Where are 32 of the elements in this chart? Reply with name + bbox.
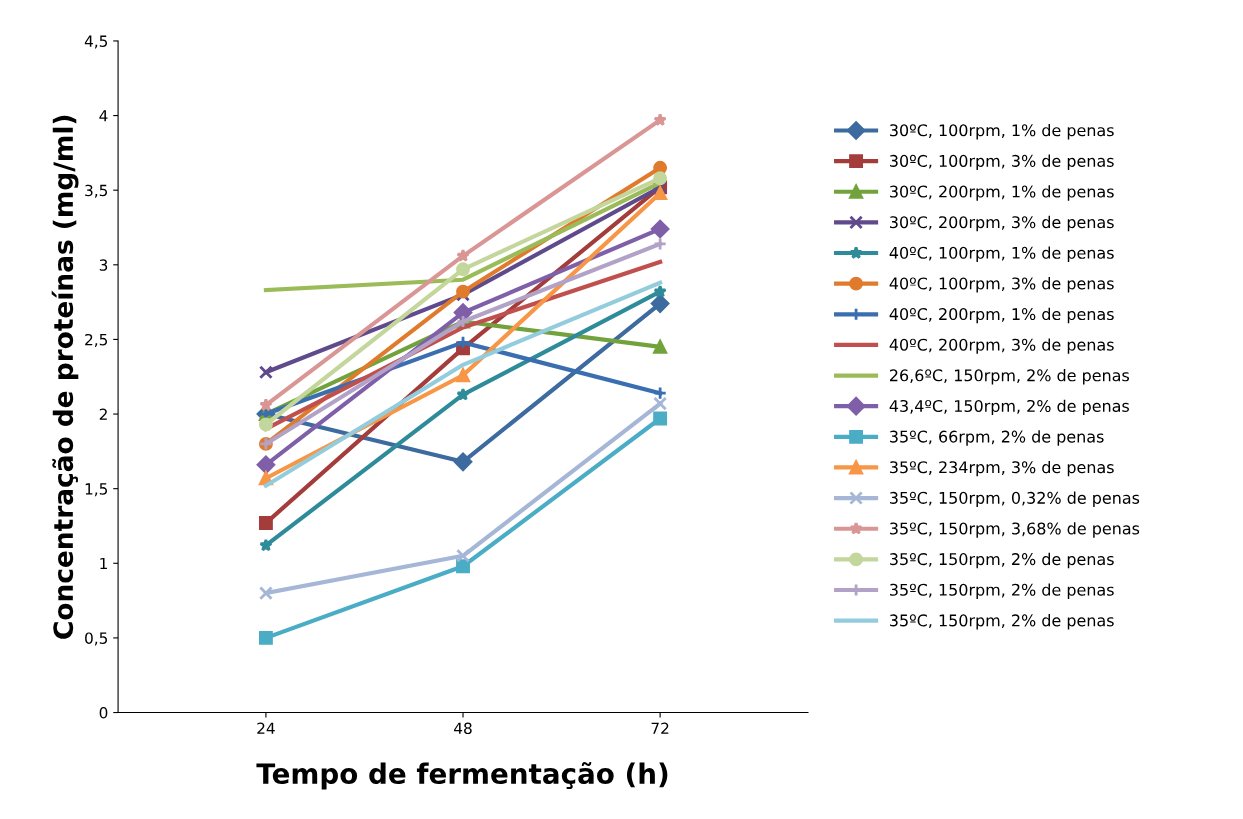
legend-label: 30ºC, 100rpm, 3% de penas [890,154,1114,171]
y-axis-title: Concentração de proteínas (mg/ml) [51,115,79,639]
x-tick-label: 48 [454,722,472,735]
legend-label: 43,4ºC, 150rpm, 2% de penas [889,399,1130,416]
y-tick-label: 3 [99,259,108,271]
legend-label: 35ºC, 150rpm, 2% de penas [890,614,1114,630]
y-tick-label: 4,5 [84,35,108,49]
y-tick-label: 4 [99,110,108,122]
y-tick-label: 1 [100,557,107,570]
legend-label: 35ºC, 150rpm, 3,68% de penas [890,522,1140,538]
x-tick-label: 72 [651,722,669,734]
y-tick-label: 1,5 [85,483,108,497]
x-tick-label: 24 [257,722,275,734]
legend-label: 35ºC, 150rpm, 2% de penas [890,583,1114,599]
legend-label: 35ºC, 66rpm, 2% de penas [890,430,1104,446]
legend-label: 40ºC, 200rpm, 3% de penas [889,338,1114,354]
y-tick-label: 2 [99,408,107,420]
legend-label: 26,6ºC, 150rpm, 2% de penas [890,369,1130,385]
legend-label: 30ºC, 100rpm, 1% de penas [890,123,1114,140]
legend-label: 40ºC, 100rpm, 1% de penas [889,246,1114,262]
x-axis-title: Tempo de fermentação (h) [256,762,668,790]
legend-label: 40ºC, 200rpm, 1% de penas [889,307,1114,324]
legend-label: 35ºC, 150rpm, 0,32% de penas [890,491,1140,507]
legend-label: 40ºC, 100rpm, 3% de penas [889,277,1114,293]
legend-label: 35ºC, 150rpm, 2% de penas [890,552,1114,569]
legend-label: 35ºC, 234rpm, 3% de penas [890,460,1114,477]
legend-label: 30ºC, 200rpm, 3% de penas [890,215,1114,232]
y-tick-label: 0 [99,707,108,719]
y-tick-label: 0,5 [85,632,108,646]
legend-label: 30ºC, 200rpm, 1% de penas [890,185,1114,201]
y-tick-label: 2,5 [85,333,108,348]
y-tick-label: 3,5 [85,184,108,198]
